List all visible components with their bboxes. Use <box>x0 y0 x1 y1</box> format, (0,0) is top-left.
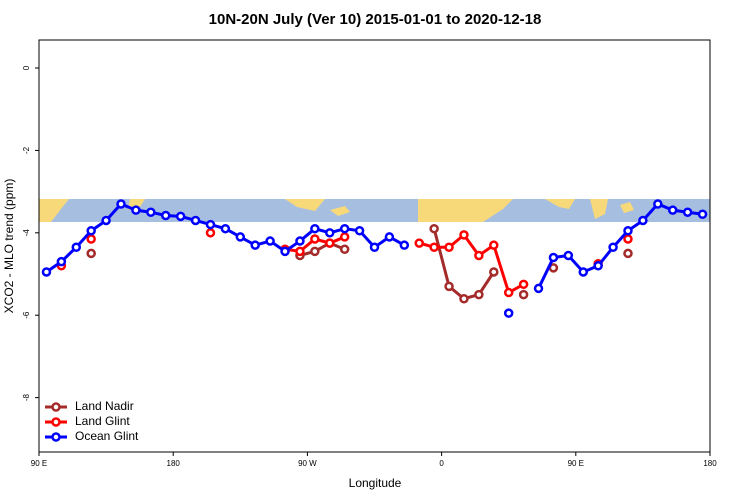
point <box>623 234 633 244</box>
point <box>653 199 663 209</box>
point <box>399 240 410 250</box>
point <box>86 248 96 259</box>
x-tick-label: 180 <box>167 459 181 468</box>
point <box>310 234 320 244</box>
point <box>205 228 216 238</box>
point <box>41 267 52 277</box>
point <box>116 199 126 209</box>
point <box>190 215 201 226</box>
point <box>459 293 469 304</box>
point <box>578 267 589 277</box>
point <box>235 232 246 242</box>
point <box>146 207 156 217</box>
point <box>533 283 544 294</box>
point <box>548 252 559 263</box>
point <box>414 238 424 248</box>
chart-title: 10N-20N July (Ver 10) 2015-01-01 to 2020… <box>209 11 542 28</box>
legend-label: Land Glint <box>75 414 130 428</box>
point <box>131 205 141 215</box>
point <box>503 308 514 318</box>
legend-marker <box>51 432 61 442</box>
point <box>205 219 216 230</box>
point <box>280 246 290 257</box>
y-tick-label: -6 <box>22 311 31 319</box>
point <box>310 223 320 234</box>
point <box>474 289 484 300</box>
legend-label: Ocean Glint <box>75 429 139 443</box>
point <box>518 289 529 300</box>
point <box>354 226 365 236</box>
point <box>339 244 350 255</box>
point <box>250 240 260 250</box>
point <box>295 236 305 246</box>
point <box>444 281 454 292</box>
point <box>638 215 648 226</box>
point <box>667 205 678 215</box>
point <box>474 250 484 261</box>
point <box>623 248 633 259</box>
x-axis-label: Longitude <box>349 476 402 490</box>
point <box>459 230 469 240</box>
map-strip <box>39 199 710 222</box>
point <box>563 250 574 261</box>
x-tick-label: 90 W <box>298 459 317 468</box>
point <box>86 234 96 244</box>
x-tick-label: 0 <box>439 459 444 468</box>
y-tick-label: -4 <box>22 229 31 237</box>
y-axis-label: XCO2 - MLO trend (ppm) <box>2 179 16 314</box>
point <box>608 242 618 252</box>
point <box>295 246 305 257</box>
point <box>489 267 499 277</box>
point <box>489 240 499 250</box>
point <box>160 210 171 221</box>
point <box>429 242 439 252</box>
legend-marker <box>51 417 61 427</box>
point <box>518 279 529 290</box>
plot-frame <box>38 39 711 453</box>
point <box>682 207 693 217</box>
point <box>86 226 96 236</box>
point <box>56 256 67 267</box>
y-tick-label: -8 <box>22 394 31 402</box>
point <box>325 238 335 248</box>
point <box>101 215 111 226</box>
x-tick-label: 180 <box>703 459 717 468</box>
legend-marker <box>51 402 61 412</box>
point <box>697 209 708 220</box>
y-tick-label: 0 <box>22 65 31 70</box>
point <box>623 226 633 236</box>
point <box>71 242 82 252</box>
point <box>325 228 335 238</box>
point <box>384 232 395 242</box>
point <box>339 223 350 234</box>
point <box>265 236 275 246</box>
point <box>310 246 320 257</box>
point <box>444 242 454 252</box>
legend-label: Land Nadir <box>75 399 134 413</box>
point <box>175 211 186 222</box>
point <box>593 261 603 271</box>
point <box>369 242 380 252</box>
point <box>429 223 439 234</box>
point <box>339 232 350 242</box>
y-tick-label: -2 <box>22 146 31 154</box>
point <box>220 223 231 234</box>
x-tick-label: 90 E <box>31 459 47 468</box>
x-tick-label: 90 E <box>568 459 584 468</box>
point <box>503 287 514 298</box>
